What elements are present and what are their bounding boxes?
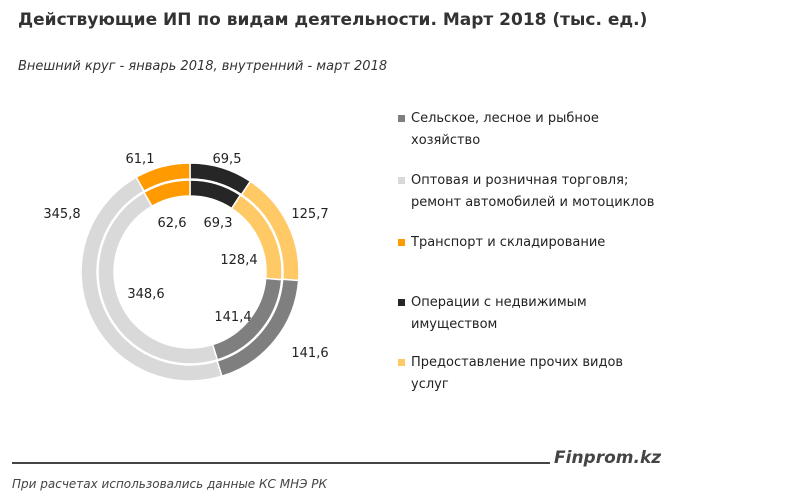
legend-label: Предоставление прочих видов услуг	[411, 355, 624, 392]
brand-logo: Finprom.kz	[554, 448, 662, 468]
outer-data-label: 69,5	[213, 152, 242, 167]
outer-data-label: 125,7	[291, 207, 328, 222]
legend-swatch	[398, 299, 405, 306]
outer-data-label: 61,1	[126, 152, 155, 167]
legend-label: Операции с недвижимым имуществом	[411, 295, 587, 332]
legend-label: Сельское, лесное и рыбное хозяйство	[411, 111, 599, 148]
footer-divider	[12, 462, 550, 464]
inner-ring-slice-2	[142, 179, 191, 208]
legend-swatch	[398, 359, 405, 366]
inner-data-label: 128,4	[220, 253, 257, 268]
legend-swatch	[398, 239, 405, 246]
chart-title: Действующие ИП по видам деятельности. Ма…	[18, 10, 648, 30]
source-note: При расчетах использовались данные КС МН…	[12, 477, 328, 491]
legend-swatch	[398, 115, 405, 122]
legend-label: Транспорт и складирование	[411, 235, 606, 250]
outer-data-label: 345,8	[43, 207, 80, 222]
inner-data-label: 348,6	[127, 287, 164, 302]
legend-label: Оптовая и розничная торговля; ремонт авт…	[411, 173, 655, 210]
legend-item: Транспорт и складирование	[398, 232, 658, 254]
inner-data-label: 62,6	[158, 216, 187, 231]
inner-data-label: 141,4	[214, 310, 251, 325]
legend-swatch	[398, 177, 405, 184]
outer-ring-slice-2	[135, 162, 191, 193]
outer-data-label: 141,6	[291, 346, 328, 361]
inner-data-label: 69,3	[204, 216, 233, 231]
chart-subtitle: Внешний круг - январь 2018, внутренний -…	[18, 59, 388, 74]
legend-item: Оптовая и розничная торговля; ремонт авт…	[398, 170, 658, 214]
legend-item: Операции с недвижимым имуществом	[398, 292, 658, 336]
legend-item: Предоставление прочих видов услуг	[398, 352, 658, 396]
legend-item: Сельское, лесное и рыбное хозяйство	[398, 108, 658, 152]
